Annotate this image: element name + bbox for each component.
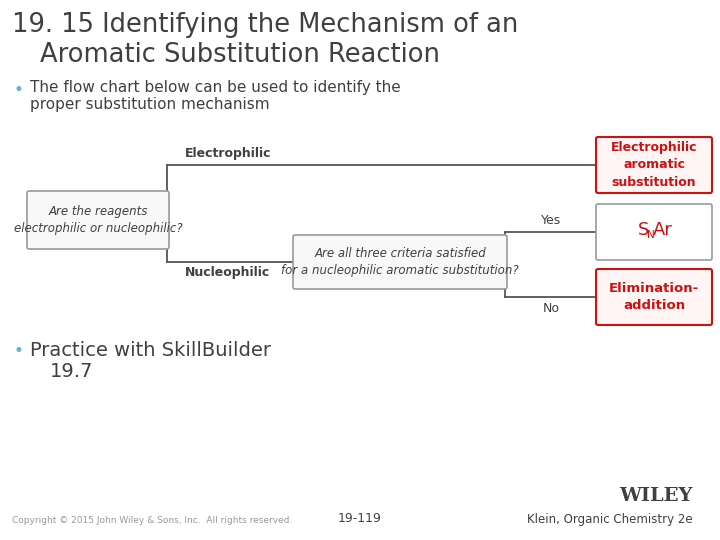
Text: Klein, Organic Chemistry 2e: Klein, Organic Chemistry 2e <box>527 513 693 526</box>
Text: N: N <box>647 230 655 240</box>
Text: 19. 15 Identifying the Mechanism of an: 19. 15 Identifying the Mechanism of an <box>12 12 518 38</box>
FancyBboxPatch shape <box>596 204 712 260</box>
Text: Practice with SkillBuilder: Practice with SkillBuilder <box>30 341 271 360</box>
Text: No: No <box>543 302 560 315</box>
FancyBboxPatch shape <box>293 235 507 289</box>
Text: Electrophilic: Electrophilic <box>185 147 271 160</box>
Text: 19.7: 19.7 <box>50 362 94 381</box>
Text: •: • <box>14 81 24 99</box>
Text: Ar: Ar <box>653 221 673 239</box>
Text: Nucleophilic: Nucleophilic <box>185 266 270 279</box>
FancyBboxPatch shape <box>596 137 712 193</box>
Text: Elimination-
addition: Elimination- addition <box>609 282 699 312</box>
Text: Yes: Yes <box>541 214 562 227</box>
Text: 19-119: 19-119 <box>338 512 382 525</box>
Text: Are all three criteria satisfied
for a nucleophilic aromatic substitution?: Are all three criteria satisfied for a n… <box>282 247 519 277</box>
FancyBboxPatch shape <box>27 191 169 249</box>
Text: Electrophilic
aromatic
substitution: Electrophilic aromatic substitution <box>611 141 697 188</box>
Text: S: S <box>639 221 649 239</box>
Text: Aromatic Substitution Reaction: Aromatic Substitution Reaction <box>40 42 440 68</box>
FancyBboxPatch shape <box>596 269 712 325</box>
Text: The flow chart below can be used to identify the: The flow chart below can be used to iden… <box>30 80 401 95</box>
Text: Are the reagents
electrophilic or nucleophilic?: Are the reagents electrophilic or nucleo… <box>14 205 182 235</box>
Text: WILEY: WILEY <box>619 487 693 505</box>
Text: proper substitution mechanism: proper substitution mechanism <box>30 97 269 112</box>
Text: •: • <box>14 342 24 360</box>
Text: Copyright © 2015 John Wiley & Sons, Inc.  All rights reserved.: Copyright © 2015 John Wiley & Sons, Inc.… <box>12 516 292 525</box>
